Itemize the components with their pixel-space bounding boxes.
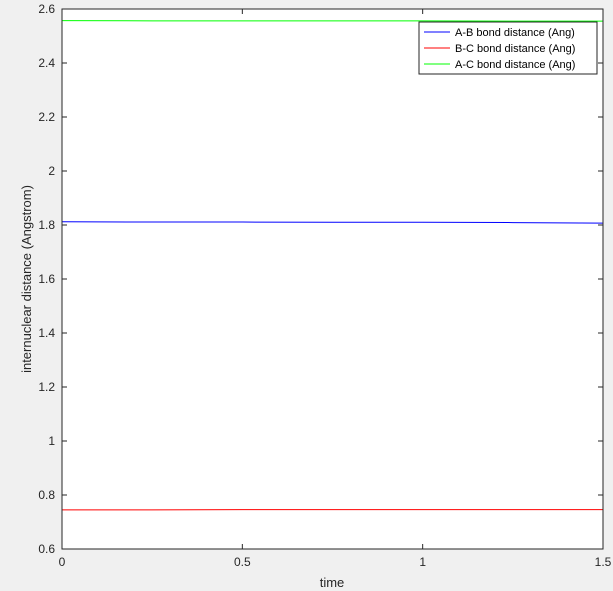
y-tick-label: 1.6	[38, 272, 55, 286]
x-axis-label: time	[320, 575, 345, 590]
y-tick-label: 0.8	[38, 488, 55, 502]
plot-area	[62, 9, 603, 549]
legend-entry: A-B bond distance (Ang)	[455, 27, 575, 39]
y-tick-label: 2	[48, 164, 55, 178]
y-tick-label: 1	[48, 434, 55, 448]
series-line-3	[61, 20, 603, 22]
series-lines	[61, 20, 604, 511]
y-tick-label: 2.2	[38, 110, 55, 124]
x-tick-label: 0.5	[234, 555, 251, 569]
y-tick-label: 2.4	[38, 56, 55, 70]
axes: 0 0.5 1 1.5 0.6 0.8 1 1.2 1.4 1.6 1.8 2 2.2 2.4 2.6	[38, 2, 611, 569]
x-tick-label: 1.5	[595, 555, 612, 569]
legend: A-B bond distance (Ang) B-C bond distance…	[418, 21, 598, 75]
x-tick-label: 1	[419, 555, 426, 569]
y-tick-label: 1.4	[38, 326, 55, 340]
x-tick-label: 0	[59, 555, 66, 569]
y-tick-label: 1.8	[38, 218, 55, 232]
legend-entry: B-C bond distance (Ang)	[455, 43, 575, 55]
y-tick-label: 0.6	[38, 542, 55, 556]
y-tick-label: 2.6	[38, 2, 55, 16]
y-axis-label: internuclear distance (Angstrom)	[19, 185, 34, 373]
y-tick-label: 1.2	[38, 380, 55, 394]
legend-entry: A-C bond distance (Ang)	[455, 59, 575, 71]
series-line-1	[61, 221, 604, 224]
